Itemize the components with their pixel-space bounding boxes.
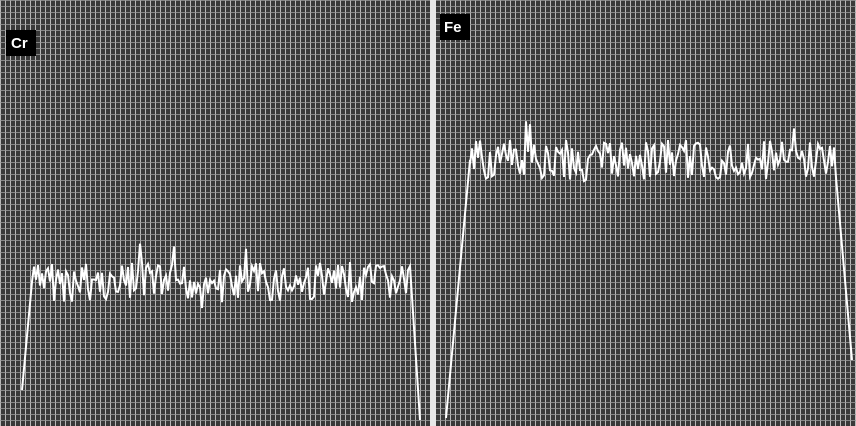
fe-panel xyxy=(436,0,856,426)
panel-label: Cr xyxy=(11,35,28,52)
separator xyxy=(430,0,436,426)
panel-label: Fe xyxy=(444,19,462,36)
page: Cr Fe (() => { const data = JSON.parse(d… xyxy=(0,0,856,426)
figure: Cr Fe xyxy=(0,0,856,426)
cr-panel xyxy=(0,0,430,426)
